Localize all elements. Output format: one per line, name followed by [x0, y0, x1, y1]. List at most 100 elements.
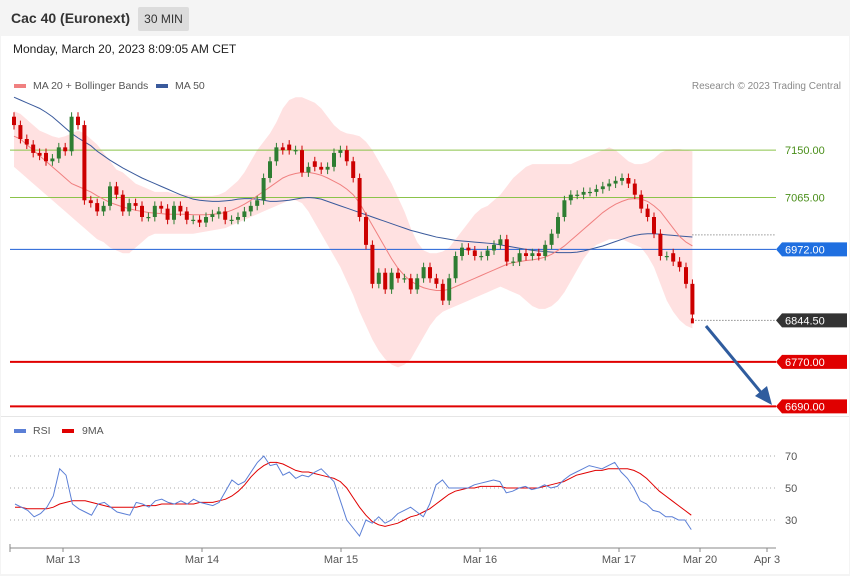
rsi-line	[14, 455, 692, 537]
x-tick-label: Mar 14	[185, 554, 219, 566]
level-label-bg-5	[776, 399, 847, 414]
candle-body	[581, 191, 586, 195]
rsi-legend-swatch	[14, 429, 26, 433]
x-tick-label: Mar 15	[324, 554, 358, 566]
candle-body	[82, 125, 87, 201]
candle-body	[664, 256, 669, 258]
candle-body	[543, 244, 548, 256]
level-label-4: 6770.00	[785, 357, 825, 369]
level-label-bg-3	[776, 313, 847, 328]
candle-body	[101, 205, 106, 212]
level-label-1: 7065.00	[785, 193, 825, 205]
candle-body	[479, 256, 484, 258]
candle-body	[338, 150, 343, 153]
candle-body	[24, 139, 29, 145]
candle-body	[511, 261, 516, 263]
candle-body	[383, 272, 388, 290]
candle-body	[376, 272, 381, 284]
candle-body	[677, 261, 682, 268]
rsi-ma-line	[15, 461, 692, 527]
chart-header: Cac 40 (Euronext) 30 MIN	[0, 0, 850, 36]
candle-body	[620, 178, 624, 181]
candle-body	[140, 205, 144, 217]
x-tick-label: Mar 16	[463, 554, 497, 566]
candle-body	[229, 219, 234, 221]
candle-body	[146, 217, 151, 219]
candle-body	[12, 116, 16, 126]
level-label-2: 6972.00	[785, 244, 825, 256]
candle-body	[18, 125, 23, 139]
candle-body	[95, 203, 100, 212]
last-price-candle	[690, 318, 694, 324]
candle-body	[172, 205, 176, 220]
candle-body	[242, 211, 247, 217]
candle-body	[223, 211, 228, 220]
candle-body	[652, 217, 656, 234]
ma50-line	[13, 96, 693, 254]
candle-body	[191, 219, 196, 221]
forecast-arrow-head	[755, 386, 772, 405]
candle-body	[690, 283, 695, 315]
candle-body	[658, 233, 663, 256]
candle-body	[402, 278, 407, 280]
candle-body	[575, 194, 580, 196]
x-tick-label: Mar 20	[683, 554, 717, 566]
timeframe-button[interactable]: 30 MIN	[138, 7, 189, 31]
copyright-text: Research © 2023 Trading Central	[691, 81, 841, 92]
candle-body	[632, 183, 637, 195]
ma50-legend-label: MA 50	[175, 80, 205, 92]
ma9-legend-label: 9MA	[82, 425, 104, 437]
candle-body	[460, 247, 464, 256]
candle-body	[536, 253, 541, 256]
candle-body	[549, 233, 554, 245]
candle-body	[197, 219, 202, 223]
candle-body	[76, 116, 80, 126]
chart-datetime: Monday, March 20, 2023 8:09:05 AM CET	[13, 42, 237, 56]
level-label-3: 6844.50	[785, 315, 825, 327]
candle-body	[492, 244, 496, 251]
level-label-bg-4	[776, 354, 847, 369]
candle-body	[312, 161, 317, 167]
candle-body	[568, 194, 573, 201]
rsi-tick-label: 30	[785, 515, 797, 527]
candle-body	[415, 278, 420, 290]
candle-body	[421, 267, 426, 279]
candle-body	[37, 152, 42, 156]
candle-body	[280, 147, 285, 151]
candle-body	[114, 186, 119, 195]
candle-body	[562, 200, 567, 217]
ma20-line	[13, 135, 693, 292]
panel-divider	[1, 416, 849, 417]
candle-body	[236, 217, 240, 220]
candle-body	[332, 152, 336, 167]
candle-body	[50, 158, 55, 162]
candle-body	[178, 205, 183, 212]
candle-body	[300, 150, 304, 173]
candle-body	[556, 217, 560, 234]
candle-body	[133, 203, 138, 206]
candle-body	[319, 166, 324, 170]
ma20-legend-label: MA 20 + Bollinger Bands	[33, 80, 149, 92]
x-tick-label: Mar 17	[602, 554, 636, 566]
candle-body	[69, 116, 74, 152]
candle-body	[364, 217, 368, 245]
candle-body	[351, 161, 356, 178]
candle-body	[44, 152, 48, 162]
candle-body	[645, 208, 650, 217]
bollinger-band-area	[14, 97, 693, 368]
candle-body	[626, 178, 631, 184]
candle-body	[274, 147, 279, 162]
ma50-legend-swatch	[156, 84, 168, 88]
candle-body	[255, 200, 260, 206]
level-label-5: 6690.00	[785, 401, 825, 413]
candle-body	[88, 200, 93, 204]
candle-body	[396, 272, 400, 279]
candle-body	[389, 272, 394, 290]
candle-body	[472, 250, 477, 256]
forecast-arrow-shaft	[704, 325, 766, 397]
candle-body	[306, 166, 311, 173]
candle-body	[63, 147, 68, 152]
candle-body	[530, 253, 535, 256]
candle-body	[600, 186, 605, 190]
